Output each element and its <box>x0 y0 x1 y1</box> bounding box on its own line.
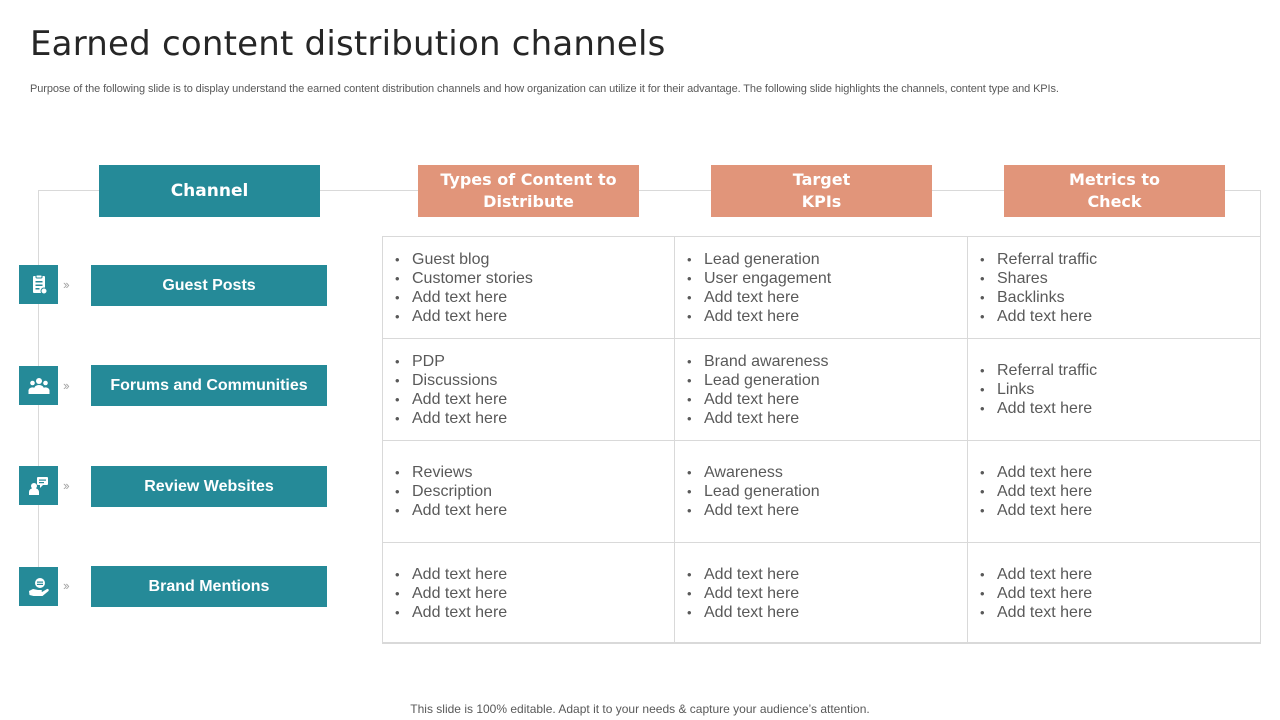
list-item: Brand awareness <box>687 352 829 371</box>
list-item: Add text here <box>395 288 533 307</box>
list-item: Description <box>395 482 507 501</box>
list-item: Add text here <box>980 482 1092 501</box>
row-arrow: ›› <box>63 478 70 493</box>
list-item: Lead generation <box>687 371 829 390</box>
frame-line-right <box>1260 190 1261 238</box>
list-item: Add text here <box>980 307 1097 326</box>
bullet-list: Add text hereAdd text hereAdd text here <box>687 565 799 622</box>
table-cell-kpis: Lead generationUser engagementAdd text h… <box>675 237 968 339</box>
channel-brand-mentions: Brand Mentions <box>91 566 327 607</box>
list-item: Add text here <box>395 501 507 520</box>
list-item: Add text here <box>395 565 507 584</box>
channel-review-websites: Review Websites <box>91 466 327 507</box>
table-cell-kpis: Add text hereAdd text hereAdd text here <box>675 543 968 643</box>
list-item: Links <box>980 380 1097 399</box>
list-item: Backlinks <box>980 288 1097 307</box>
list-item: Add text here <box>395 390 507 409</box>
list-item: Discussions <box>395 371 507 390</box>
header-metrics-to-check: Metrics to Check <box>1004 165 1225 217</box>
list-item: PDP <box>395 352 507 371</box>
list-item: Add text here <box>687 288 831 307</box>
table-cell-types: Guest blogCustomer storiesAdd text hereA… <box>383 237 675 339</box>
channel-forums-and-communities: Forums and Communities <box>91 365 327 406</box>
list-item: Customer stories <box>395 269 533 288</box>
hand-badge-icon <box>19 567 58 606</box>
bullet-list: Add text hereAdd text hereAdd text here <box>980 565 1092 622</box>
list-item: Shares <box>980 269 1097 288</box>
list-item: Add text here <box>980 584 1092 603</box>
document-list-icon <box>19 265 58 304</box>
list-item: Add text here <box>687 584 799 603</box>
bullet-list: AwarenessLead generationAdd text here <box>687 463 820 520</box>
list-item: Add text here <box>980 603 1092 622</box>
table-cell-metrics: Referral trafficSharesBacklinksAdd text … <box>968 237 1261 339</box>
list-item: Add text here <box>980 399 1097 418</box>
table-cell-kpis: AwarenessLead generationAdd text here <box>675 441 968 543</box>
row-arrow: ›› <box>63 277 70 292</box>
list-item: Add text here <box>687 409 829 428</box>
table-cell-types: Add text hereAdd text hereAdd text here <box>383 543 675 643</box>
list-item: Add text here <box>687 307 831 326</box>
row-arrow: ›› <box>63 578 70 593</box>
content-grid: Guest blogCustomer storiesAdd text hereA… <box>382 236 1261 644</box>
bullet-list: Referral trafficSharesBacklinksAdd text … <box>980 250 1097 326</box>
slide-footer: This slide is 100% editable. Adapt it to… <box>410 702 870 716</box>
list-item: Add text here <box>395 307 533 326</box>
list-item: Lead generation <box>687 250 831 269</box>
list-item: Awareness <box>687 463 820 482</box>
list-item: Add text here <box>687 565 799 584</box>
bullet-list: ReviewsDescriptionAdd text here <box>395 463 507 520</box>
table-cell-metrics: Referral trafficLinksAdd text here <box>968 339 1261 441</box>
bullet-list: PDPDiscussionsAdd text hereAdd text here <box>395 352 507 428</box>
list-item: Add text here <box>395 584 507 603</box>
list-item: Add text here <box>395 409 507 428</box>
bullet-list: Add text hereAdd text hereAdd text here <box>980 463 1092 520</box>
list-item: Add text here <box>980 501 1092 520</box>
list-item: Add text here <box>687 603 799 622</box>
list-item: Guest blog <box>395 250 533 269</box>
row-arrow: ›› <box>63 378 70 393</box>
list-item: Add text here <box>980 565 1092 584</box>
review-chat-icon <box>19 466 58 505</box>
people-group-icon <box>19 366 58 405</box>
list-item: Add text here <box>687 390 829 409</box>
bullet-list: Add text hereAdd text hereAdd text here <box>395 565 507 622</box>
list-item: Lead generation <box>687 482 820 501</box>
table-cell-kpis: Brand awarenessLead generationAdd text h… <box>675 339 968 441</box>
bullet-list: Referral trafficLinksAdd text here <box>980 361 1097 418</box>
bullet-list: Guest blogCustomer storiesAdd text hereA… <box>395 250 533 326</box>
list-item: Add text here <box>395 603 507 622</box>
bullet-list: Lead generationUser engagementAdd text h… <box>687 250 831 326</box>
list-item: Reviews <box>395 463 507 482</box>
slide-subtitle: Purpose of the following slide is to dis… <box>30 83 1059 95</box>
table-cell-metrics: Add text hereAdd text hereAdd text here <box>968 441 1261 543</box>
table-cell-types: ReviewsDescriptionAdd text here <box>383 441 675 543</box>
slide-title: Earned content distribution channels <box>30 24 666 64</box>
channel-guest-posts: Guest Posts <box>91 265 327 306</box>
header-target-kpis: Target KPIs <box>711 165 932 217</box>
table-cell-types: PDPDiscussionsAdd text hereAdd text here <box>383 339 675 441</box>
list-item: Add text here <box>687 501 820 520</box>
list-item: Referral traffic <box>980 361 1097 380</box>
frame-line-top <box>38 190 1261 191</box>
header-channel: Channel <box>99 165 320 217</box>
list-item: User engagement <box>687 269 831 288</box>
list-item: Referral traffic <box>980 250 1097 269</box>
list-item: Add text here <box>980 463 1092 482</box>
header-types-of-content: Types of Content to Distribute <box>418 165 639 217</box>
bullet-list: Brand awarenessLead generationAdd text h… <box>687 352 829 428</box>
table-cell-metrics: Add text hereAdd text hereAdd text here <box>968 543 1261 643</box>
